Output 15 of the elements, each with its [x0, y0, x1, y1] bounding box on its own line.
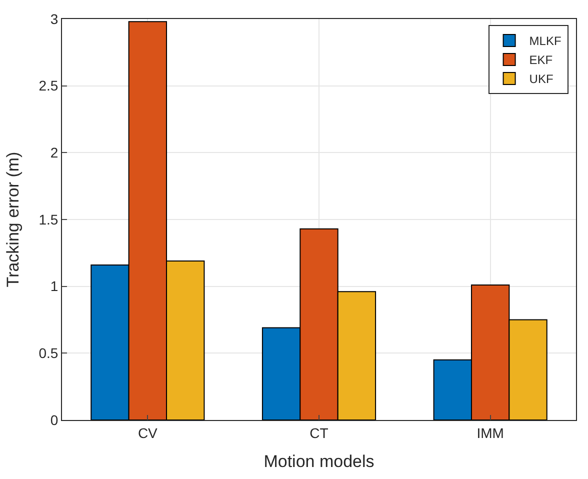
- x-tick-label: CV: [138, 424, 158, 441]
- y-tick-label: 2: [50, 144, 58, 161]
- y-axis-title: Tracking error (m): [3, 152, 22, 288]
- legend-label: EKF: [529, 53, 553, 68]
- y-tick-label: 2.5: [38, 78, 58, 94]
- legend-label: MLKF: [529, 34, 562, 48]
- x-tick-label: IMM: [476, 424, 504, 441]
- y-tick-label: 0: [50, 412, 58, 428]
- x-axis-title: Motion models: [264, 452, 374, 472]
- y-tick-label: 0.5: [38, 345, 58, 362]
- x-tick-label: CT: [310, 424, 329, 441]
- y-tick-label: 3: [50, 10, 58, 27]
- y-tick-label: 1.5: [38, 211, 58, 228]
- legend-label: UKF: [529, 72, 554, 86]
- y-tick-label: 1: [50, 278, 58, 294]
